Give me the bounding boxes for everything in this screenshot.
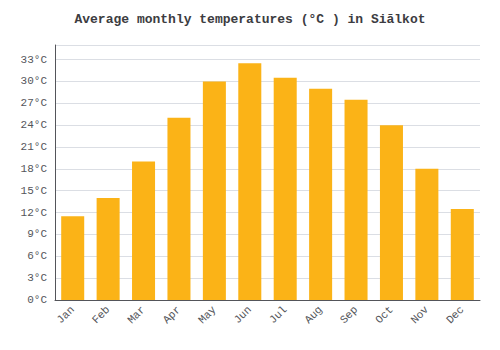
svg-text:Jul: Jul — [267, 304, 289, 326]
svg-text:18°C: 18°C — [21, 163, 48, 175]
svg-text:Feb: Feb — [90, 304, 112, 326]
svg-text:Mar: Mar — [125, 304, 147, 326]
svg-text:27°C: 27°C — [21, 97, 48, 109]
svg-text:21°C: 21°C — [21, 141, 48, 153]
svg-text:Dec: Dec — [444, 304, 466, 326]
svg-text:12°C: 12°C — [21, 207, 48, 219]
svg-text:May: May — [196, 303, 219, 326]
svg-text:Average monthly temperatures (: Average monthly temperatures (°C ) in Si… — [74, 12, 425, 27]
svg-text:Jan: Jan — [54, 304, 76, 326]
svg-text:33°C: 33°C — [21, 54, 48, 66]
svg-text:Nov: Nov — [409, 303, 432, 326]
svg-text:15°C: 15°C — [21, 185, 48, 197]
svg-text:3°C: 3°C — [27, 272, 47, 284]
svg-text:Aug: Aug — [302, 304, 324, 326]
svg-text:Jun: Jun — [232, 304, 254, 326]
svg-text:Oct: Oct — [373, 304, 395, 326]
svg-text:0°C: 0°C — [27, 294, 47, 306]
svg-text:6°C: 6°C — [27, 250, 47, 262]
svg-text:Sep: Sep — [338, 304, 360, 326]
svg-text:24°C: 24°C — [21, 119, 48, 131]
svg-text:Apr: Apr — [161, 304, 183, 326]
svg-text:30°C: 30°C — [21, 75, 48, 87]
svg-text:9°C: 9°C — [27, 228, 47, 240]
